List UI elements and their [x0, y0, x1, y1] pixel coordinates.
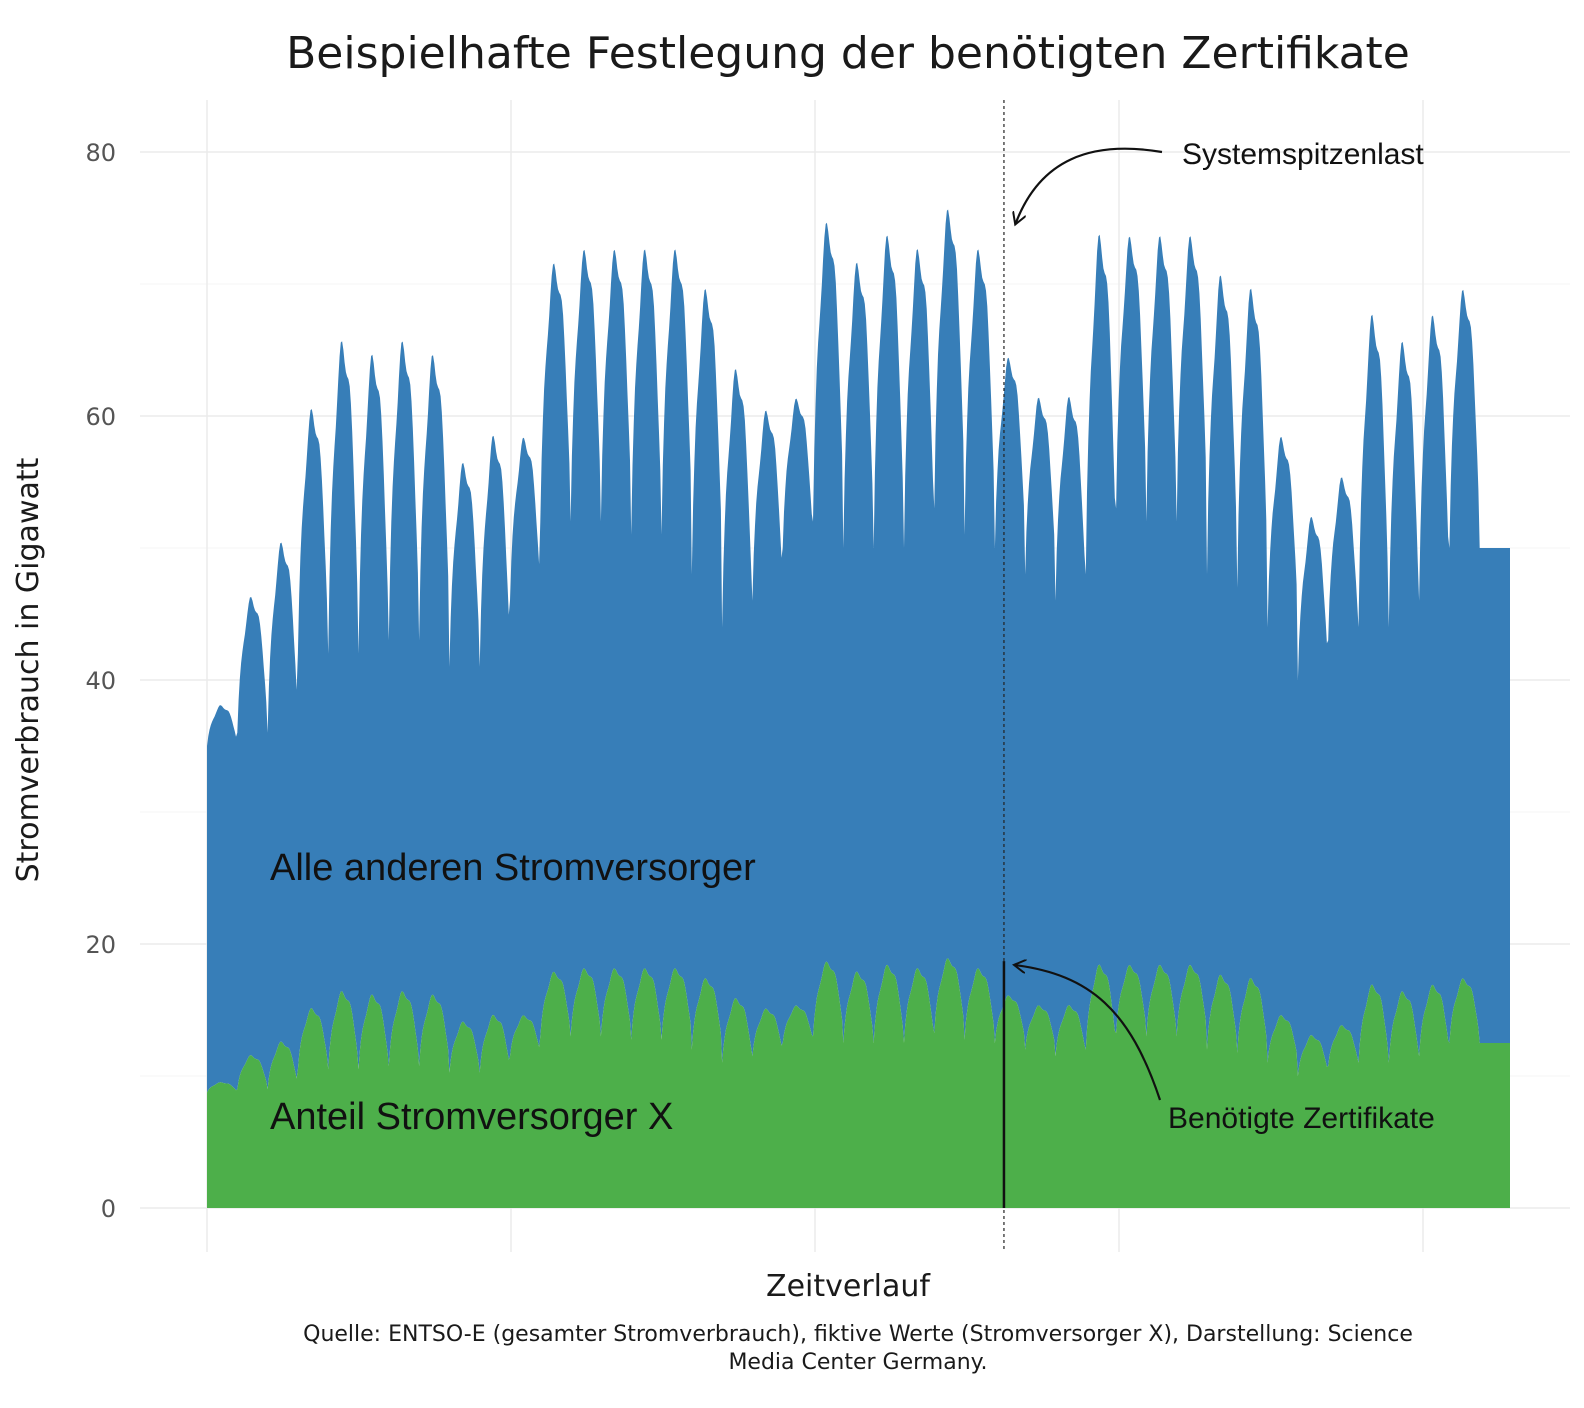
series-label-supplier-x: Anteil Stromversorger X [270, 1096, 673, 1138]
chart-title: Beispielhafte Festlegung der benötigten … [286, 28, 1410, 79]
y-tick-label: 0 [101, 1195, 116, 1223]
annotation-required-certificates: Benötigte Zertifikate [1168, 1102, 1435, 1135]
stacked-areas [207, 209, 1510, 1208]
source-caption-line-1: Quelle: ENTSO-E (gesamter Stromverbrauch… [303, 1322, 1413, 1347]
x-axis-label: Zeitverlauf [766, 1269, 931, 1304]
y-axis-ticks: 0 20 40 60 80 [85, 139, 116, 1223]
y-axis-label: Stromverbrauch in Gigawatt [11, 457, 46, 882]
y-tick-label: 80 [85, 139, 116, 167]
y-tick-label: 40 [85, 667, 116, 695]
annotation-peak-load: Systemspitzenlast [1182, 138, 1424, 171]
annotation-layer [1002, 100, 1163, 1252]
area-other-suppliers [207, 209, 1510, 1093]
y-tick-label: 60 [85, 403, 116, 431]
source-caption-line-2: Media Center Germany. [728, 1350, 987, 1375]
y-tick-label: 20 [85, 931, 116, 959]
arrow-peak-load [1016, 147, 1163, 223]
series-label-others: Alle anderen Stromversorger [270, 847, 756, 889]
area-supplier-x [207, 958, 1510, 1208]
arrow-required-certificates [1016, 965, 1162, 1101]
